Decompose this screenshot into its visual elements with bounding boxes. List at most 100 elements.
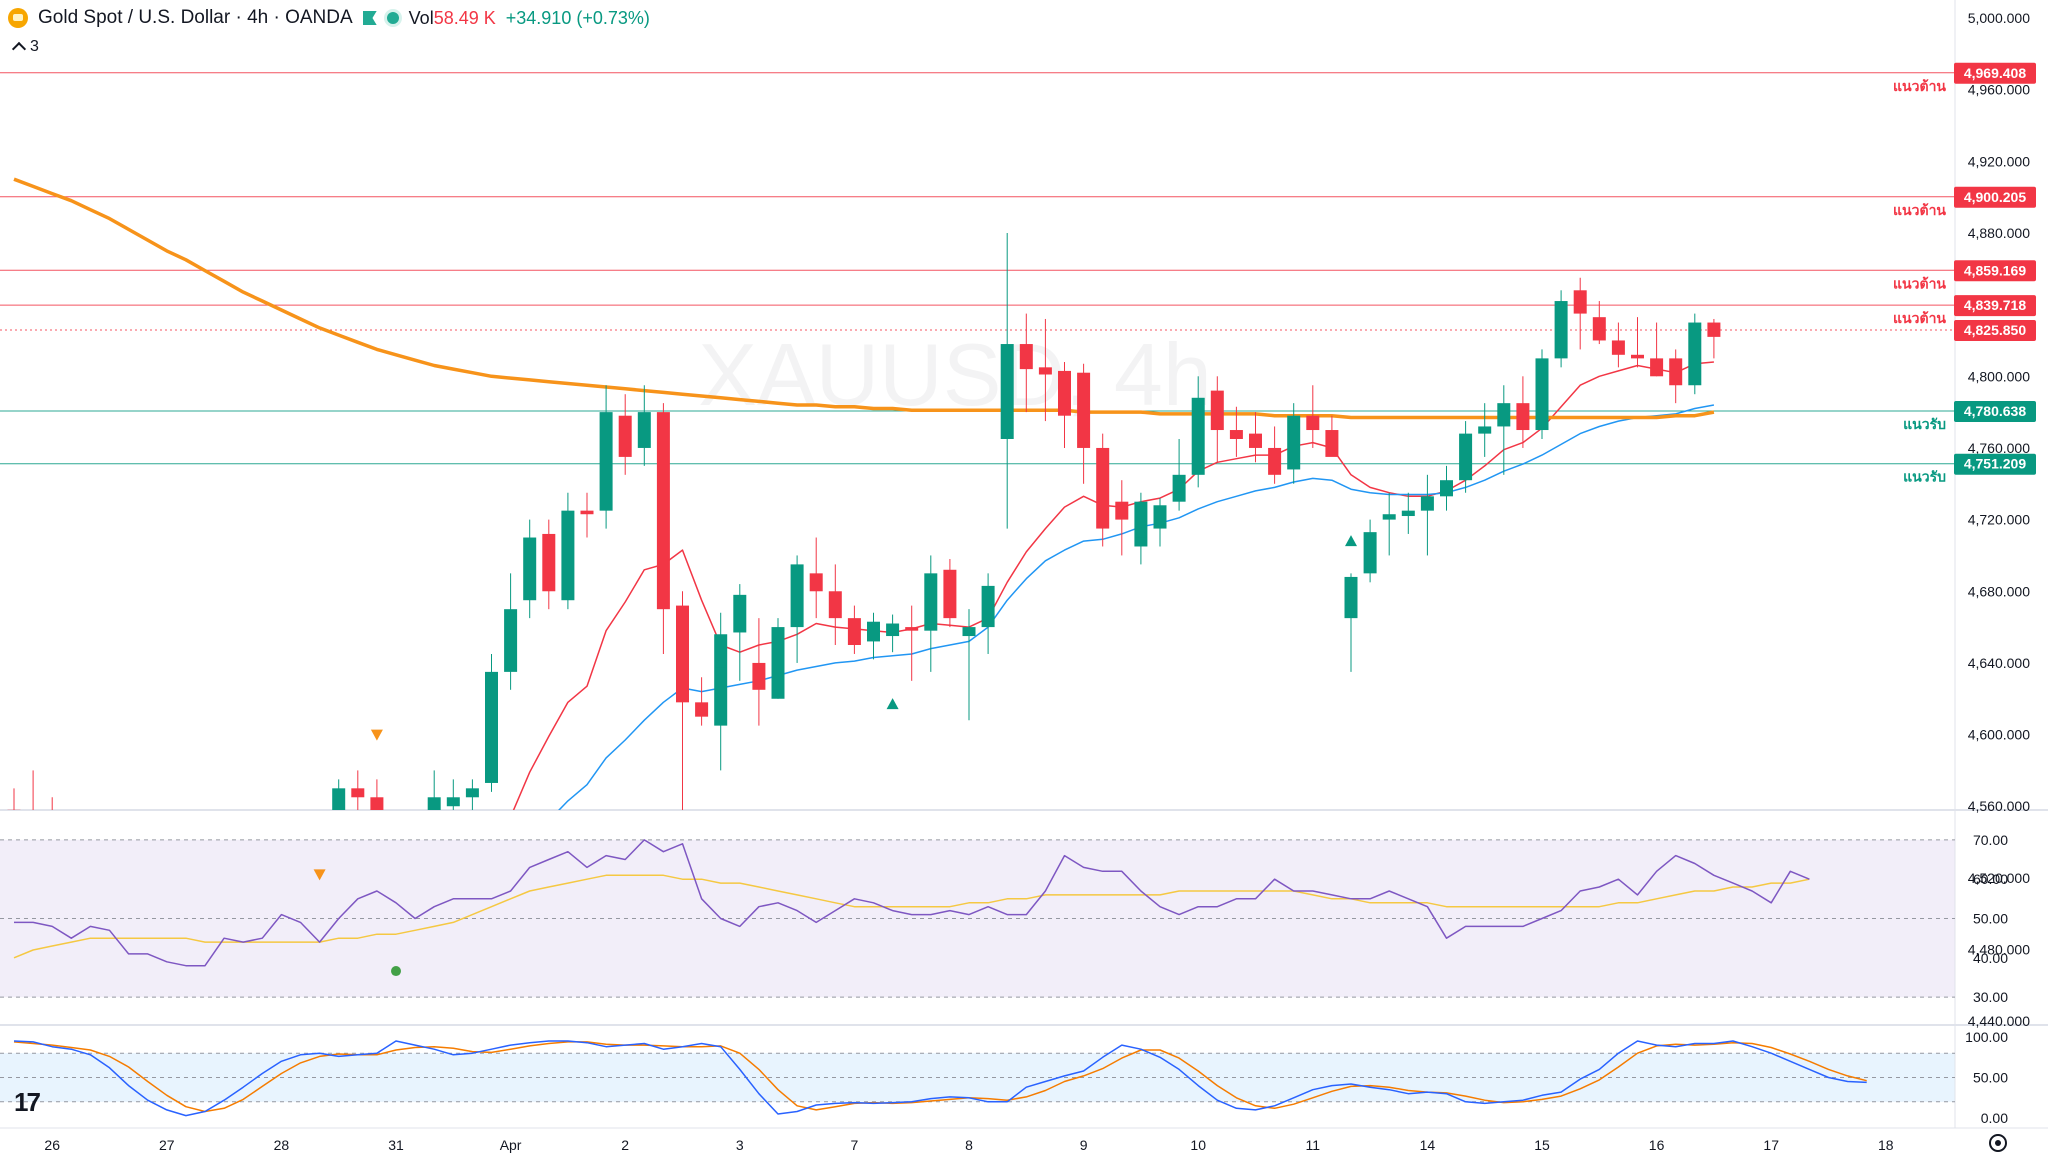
- tradingview-logo[interactable]: 17: [14, 1087, 41, 1117]
- candle: [905, 605, 919, 681]
- candle-body: [1229, 430, 1243, 439]
- candle: [1554, 290, 1568, 368]
- market-status-icon: [386, 12, 399, 24]
- candle-body: [790, 564, 804, 628]
- candle-body: [1249, 433, 1262, 448]
- candle: [1707, 318, 1721, 359]
- level-price-text: 4,969.408: [1964, 65, 2026, 81]
- candle: [1249, 412, 1262, 463]
- candle: [1440, 465, 1453, 511]
- candle: [1229, 406, 1243, 457]
- symbol-title[interactable]: Gold Spot / U.S. Dollar · 4h · OANDA: [38, 7, 353, 28]
- indicator-count: 3: [30, 38, 39, 55]
- price-tick-label: 4,960.000: [1968, 82, 2030, 98]
- signal-triangle-down: [313, 869, 326, 881]
- level-labels: 4,969.408 แนวต้าน 4,900.205 แนวต้าน 4,859.16…: [1893, 62, 2036, 486]
- level-price-text: 4,839.718: [1964, 297, 2026, 313]
- candle-body: [1058, 370, 1071, 416]
- goto-realtime-icon[interactable]: [1989, 1134, 2007, 1152]
- candle-body: [962, 627, 976, 637]
- candle-body: [1325, 430, 1339, 457]
- candle-body: [714, 634, 728, 726]
- candle: [1516, 376, 1530, 448]
- time-tick-label: 31: [388, 1137, 404, 1153]
- candle: [427, 770, 441, 810]
- price-tick-label: 4,440.000: [1968, 1013, 2030, 1029]
- candle: [1306, 385, 1320, 448]
- candle: [1401, 492, 1415, 534]
- time-tick-label: 26: [44, 1137, 60, 1153]
- candle-body: [828, 591, 842, 619]
- candle-body: [199, 1012, 212, 1048]
- candle-body: [1268, 447, 1282, 475]
- candle: [1631, 317, 1644, 368]
- candle-body: [1420, 496, 1434, 511]
- candle: [1611, 322, 1625, 368]
- price-tick-label: 4,880.000: [1968, 225, 2030, 241]
- candle-body: [1038, 367, 1052, 375]
- level-price-text: 4,900.205: [1964, 189, 2026, 205]
- candle-body: [752, 662, 766, 690]
- level-price-tag: [1954, 62, 2036, 84]
- symbol-watermark: XAUUSD, 4h: [698, 325, 1212, 424]
- candle: [1573, 277, 1587, 350]
- level-zone-label: แนวรับ: [1903, 470, 1946, 486]
- price-axis: 5,000.0004,960.0004,920.0004,880.0004,84…: [1965, 10, 2030, 1126]
- ema-fast-line: [512, 361, 1714, 810]
- candle: [1459, 421, 1473, 493]
- candle-body: [1210, 390, 1224, 431]
- candle: [790, 555, 804, 663]
- signal-triangle-up: [1345, 535, 1357, 547]
- candle: [943, 559, 957, 628]
- candle-body: [1554, 301, 1568, 359]
- level-zone-label: แนวต้าน: [1893, 311, 1946, 327]
- price-tick-label: 4,680.000: [1968, 583, 2030, 599]
- level-price-text: 4,859.169: [1964, 262, 2026, 278]
- flag-icon[interactable]: [362, 11, 377, 25]
- stoch-tick-label: 100.00: [1965, 1029, 2008, 1045]
- candle: [981, 573, 995, 654]
- candle: [32, 770, 34, 810]
- candle-body: [332, 788, 346, 810]
- candle-body: [427, 797, 441, 810]
- time-axis: 26 27 28 31 Apr 2 3 7 8 9 10 11 14 15 16 17 18: [44, 1137, 1893, 1153]
- candle: [1058, 361, 1071, 448]
- chevron-down-icon[interactable]: [11, 41, 27, 56]
- candle-body: [1669, 358, 1683, 386]
- candle: [733, 584, 747, 681]
- stoch-tick-label: 50.00: [1973, 1070, 2008, 1086]
- price-tick-label: 4,480.000: [1968, 942, 2030, 958]
- candle: [1153, 498, 1167, 547]
- rsi-tick-label: 70.00: [1973, 832, 2008, 848]
- candle-body: [1115, 501, 1129, 520]
- level-zone-label: แนวต้าน: [1893, 79, 1946, 95]
- candle-body: [504, 609, 518, 672]
- chart-header: Gold Spot / U.S. Dollar · 4h · OANDA Vol…: [8, 4, 650, 32]
- candle-body: [1153, 505, 1167, 529]
- indicator-toggle[interactable]: 3: [11, 38, 39, 56]
- candle-body: [523, 537, 537, 601]
- candle-body: [465, 788, 479, 798]
- candle-body: [1134, 501, 1148, 547]
- candle: [7, 788, 21, 810]
- time-tick-label: 3: [736, 1137, 744, 1153]
- candle-body: [1592, 317, 1606, 341]
- signal-circle: [391, 966, 401, 977]
- level-zone-label: แนวต้าน: [1893, 276, 1946, 292]
- candle: [1191, 376, 1205, 488]
- candle: [1478, 403, 1492, 457]
- candle: [828, 564, 842, 646]
- candle: [465, 779, 479, 810]
- candle-body: [1459, 433, 1473, 481]
- candle: [561, 492, 575, 610]
- rsi-tick-label: 40.00: [1973, 950, 2008, 966]
- rsi-ma-line: [13, 874, 1810, 959]
- candle: [809, 537, 823, 619]
- stoch-d-line: [13, 1041, 1867, 1113]
- level-zone-label: แนวต้าน: [1893, 203, 1946, 219]
- time-tick-label: 28: [274, 1137, 290, 1153]
- level-price-tag: [1954, 186, 2036, 208]
- gold-symbol-icon[interactable]: [8, 8, 28, 28]
- candle-body: [924, 573, 938, 631]
